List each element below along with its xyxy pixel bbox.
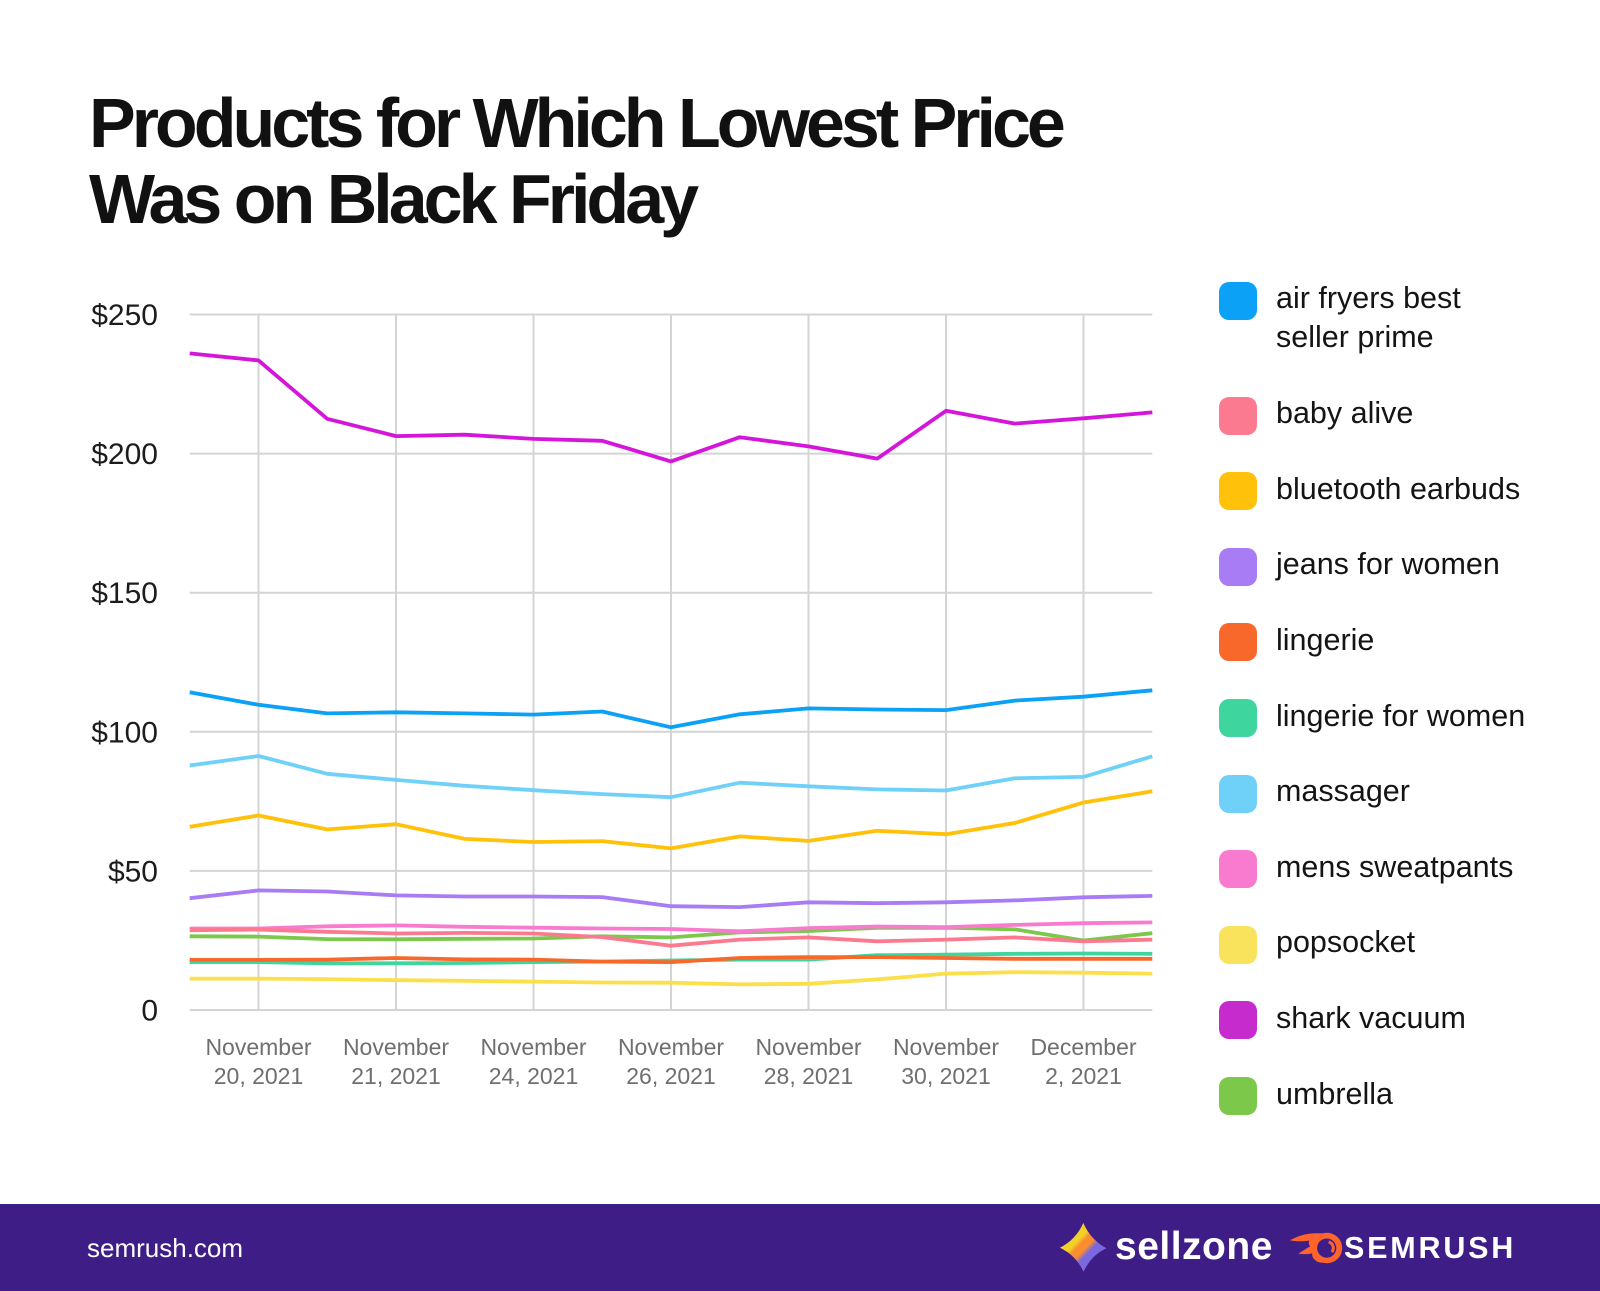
svg-text:2, 2021: 2, 2021 xyxy=(1045,1063,1122,1089)
svg-text:28, 2021: 28, 2021 xyxy=(764,1063,854,1089)
svg-text:December: December xyxy=(1030,1034,1136,1060)
svg-text:$200: $200 xyxy=(91,438,158,471)
svg-text:21, 2021: 21, 2021 xyxy=(351,1063,441,1089)
svg-text:$250: $250 xyxy=(91,299,158,332)
svg-text:0: 0 xyxy=(141,995,158,1028)
svg-text:$150: $150 xyxy=(91,577,158,610)
svg-text:November: November xyxy=(755,1034,861,1060)
svg-text:November: November xyxy=(893,1034,999,1060)
svg-text:$50: $50 xyxy=(108,855,158,888)
svg-text:26, 2021: 26, 2021 xyxy=(626,1063,716,1089)
svg-text:November: November xyxy=(480,1034,586,1060)
svg-text:24, 2021: 24, 2021 xyxy=(489,1063,579,1089)
svg-text:30, 2021: 30, 2021 xyxy=(901,1063,991,1089)
svg-text:November: November xyxy=(618,1034,724,1060)
svg-text:20, 2021: 20, 2021 xyxy=(214,1063,304,1089)
svg-text:November: November xyxy=(205,1034,311,1060)
svg-text:$100: $100 xyxy=(91,716,158,749)
svg-text:November: November xyxy=(343,1034,449,1060)
